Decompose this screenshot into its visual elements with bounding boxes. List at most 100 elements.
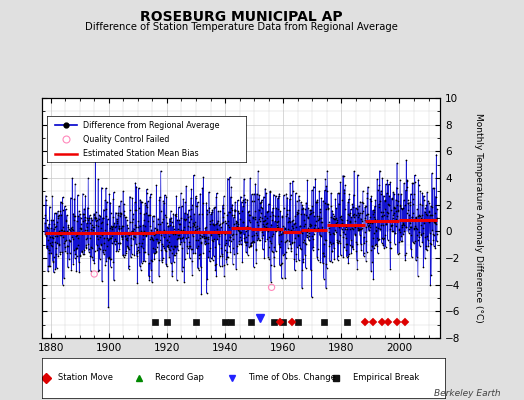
Point	[318, 219, 326, 225]
Point	[267, 284, 276, 290]
Point	[203, 290, 211, 296]
Point	[187, 215, 195, 222]
Point	[348, 244, 356, 250]
Point	[139, 222, 147, 228]
Point	[161, 212, 169, 218]
Point	[370, 214, 379, 220]
Point	[231, 207, 239, 214]
Point	[339, 234, 347, 240]
Point	[289, 228, 298, 234]
Point	[417, 232, 425, 238]
Point	[242, 234, 250, 240]
Point	[242, 242, 250, 248]
Point	[54, 242, 63, 248]
Point	[224, 242, 233, 249]
Point	[296, 228, 304, 235]
Point	[103, 216, 112, 223]
Point	[180, 224, 189, 230]
Point	[143, 204, 151, 210]
Point	[133, 253, 141, 259]
Point	[299, 256, 307, 262]
Point	[255, 236, 263, 243]
Point	[222, 256, 231, 262]
Point	[356, 232, 364, 238]
Point	[397, 205, 405, 211]
Point	[255, 192, 264, 198]
Point	[112, 209, 120, 216]
Point	[297, 229, 305, 236]
Point	[168, 230, 177, 237]
Point	[81, 227, 89, 233]
Point	[271, 227, 279, 233]
Point	[169, 210, 178, 217]
Point	[48, 234, 56, 240]
Point	[148, 236, 156, 242]
Point	[45, 250, 53, 256]
Point	[48, 235, 57, 242]
Point	[177, 227, 185, 234]
Point	[260, 213, 269, 219]
Point	[335, 232, 344, 238]
Point	[342, 241, 351, 247]
Point	[399, 197, 408, 203]
Point	[195, 211, 203, 218]
Point	[380, 235, 388, 241]
Point	[415, 234, 423, 241]
Point	[294, 207, 302, 214]
Point	[173, 247, 182, 254]
Point	[362, 224, 370, 230]
Point	[282, 212, 291, 219]
Point	[401, 252, 409, 258]
Point	[155, 230, 163, 236]
Point	[124, 245, 133, 251]
Point	[47, 217, 56, 223]
Point	[170, 230, 179, 237]
Point	[202, 234, 211, 241]
Point	[321, 237, 329, 243]
Point	[427, 212, 435, 218]
Point	[242, 239, 250, 246]
Point	[316, 206, 324, 212]
Point	[79, 211, 88, 217]
Point	[329, 215, 337, 222]
Point	[81, 192, 90, 199]
Point	[214, 231, 223, 237]
Point	[201, 235, 210, 242]
Point	[429, 185, 437, 191]
Point	[207, 232, 215, 238]
Point	[104, 255, 113, 261]
Point	[418, 202, 426, 208]
Point	[88, 244, 96, 251]
Point	[89, 257, 97, 264]
Point	[73, 217, 81, 224]
Point	[197, 291, 205, 297]
Point	[272, 222, 281, 228]
Point	[132, 184, 140, 190]
Point	[391, 208, 400, 215]
Point	[353, 265, 362, 272]
Point	[295, 197, 303, 203]
Point	[169, 246, 177, 252]
Point	[326, 240, 335, 247]
Point	[266, 189, 275, 195]
Point	[221, 231, 229, 237]
Point	[244, 226, 253, 232]
Point	[110, 238, 118, 244]
Point	[222, 220, 230, 226]
Point	[216, 253, 224, 259]
Point	[191, 224, 200, 230]
Point	[211, 267, 220, 273]
Point	[226, 209, 234, 215]
Point	[112, 222, 121, 229]
Point	[208, 217, 216, 223]
Point	[147, 226, 156, 233]
Point	[367, 247, 375, 254]
Point	[250, 239, 258, 246]
Point	[353, 206, 361, 212]
Point	[379, 242, 387, 249]
Point	[184, 219, 193, 226]
Point	[197, 240, 205, 246]
Point	[420, 220, 428, 226]
Point	[63, 264, 72, 270]
Point	[179, 234, 187, 240]
